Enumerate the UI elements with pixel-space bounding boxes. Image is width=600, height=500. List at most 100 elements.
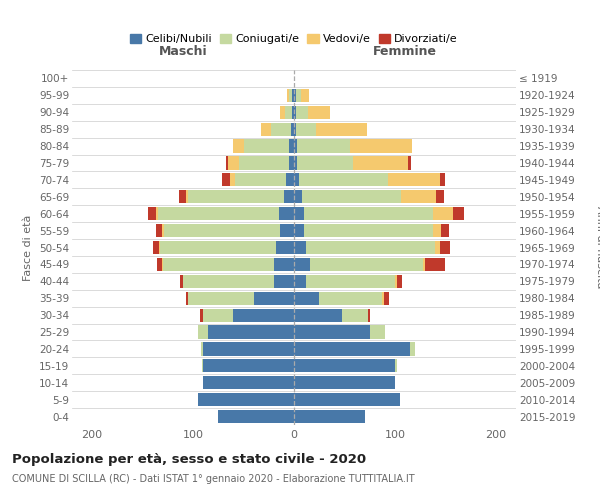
Bar: [433, 207, 454, 220]
Bar: [395, 274, 397, 288]
Bar: [286, 174, 294, 186]
Bar: [279, 207, 294, 220]
Bar: [294, 342, 410, 355]
Bar: [397, 274, 402, 288]
Bar: [294, 140, 297, 152]
Bar: [410, 342, 415, 355]
Bar: [294, 308, 343, 322]
Bar: [188, 292, 254, 305]
Bar: [284, 190, 294, 203]
Bar: [306, 241, 435, 254]
Bar: [179, 190, 186, 203]
Bar: [304, 207, 433, 220]
Bar: [294, 122, 296, 136]
Bar: [294, 258, 310, 271]
Bar: [285, 106, 292, 119]
Bar: [186, 190, 188, 203]
Bar: [280, 106, 285, 119]
Bar: [384, 292, 389, 305]
Bar: [164, 224, 280, 237]
Bar: [436, 190, 445, 203]
Bar: [287, 89, 289, 102]
Bar: [294, 292, 319, 305]
Bar: [229, 156, 239, 170]
Text: Maschi: Maschi: [158, 45, 208, 58]
Bar: [254, 292, 294, 305]
Bar: [274, 258, 294, 271]
Bar: [395, 359, 397, 372]
Bar: [433, 224, 442, 237]
Bar: [233, 140, 244, 152]
Text: Femmine: Femmine: [373, 45, 437, 58]
Bar: [201, 342, 203, 355]
Bar: [299, 174, 388, 186]
Bar: [148, 207, 156, 220]
Bar: [203, 342, 294, 355]
Bar: [440, 241, 451, 254]
Bar: [202, 359, 203, 372]
Bar: [301, 89, 309, 102]
Bar: [297, 156, 353, 170]
Bar: [454, 207, 464, 220]
Bar: [370, 326, 385, 338]
Bar: [203, 359, 294, 372]
Bar: [296, 122, 316, 136]
Bar: [289, 156, 294, 170]
Bar: [160, 241, 276, 254]
Bar: [319, 292, 382, 305]
Bar: [186, 292, 188, 305]
Bar: [218, 410, 294, 423]
Bar: [425, 258, 445, 271]
Bar: [208, 326, 294, 338]
Bar: [296, 106, 308, 119]
Bar: [294, 207, 304, 220]
Y-axis label: Anni di nascita: Anni di nascita: [595, 206, 600, 289]
Bar: [349, 140, 412, 152]
Bar: [294, 190, 302, 203]
Bar: [294, 89, 296, 102]
Bar: [296, 89, 301, 102]
Bar: [162, 224, 164, 237]
Bar: [200, 308, 203, 322]
Bar: [304, 224, 433, 237]
Bar: [316, 122, 367, 136]
Bar: [280, 224, 294, 237]
Bar: [156, 224, 162, 237]
Bar: [188, 190, 284, 203]
Bar: [203, 376, 294, 390]
Bar: [180, 274, 183, 288]
Bar: [294, 376, 395, 390]
Bar: [294, 241, 306, 254]
Bar: [310, 258, 423, 271]
Bar: [291, 122, 294, 136]
Bar: [294, 174, 299, 186]
Bar: [308, 106, 331, 119]
Bar: [297, 140, 349, 152]
Bar: [235, 174, 286, 186]
Bar: [162, 258, 163, 271]
Bar: [183, 274, 274, 288]
Bar: [157, 258, 162, 271]
Bar: [294, 156, 297, 170]
Bar: [294, 326, 370, 338]
Bar: [306, 274, 395, 288]
Bar: [233, 308, 294, 322]
Bar: [353, 156, 408, 170]
Bar: [203, 308, 233, 322]
Bar: [294, 359, 395, 372]
Bar: [292, 106, 294, 119]
Bar: [230, 174, 235, 186]
Bar: [153, 241, 159, 254]
Bar: [294, 393, 400, 406]
Bar: [423, 258, 425, 271]
Bar: [244, 140, 289, 152]
Legend: Celibi/Nubili, Coniugati/e, Vedovi/e, Divorziati/e: Celibi/Nubili, Coniugati/e, Vedovi/e, Di…: [126, 30, 462, 48]
Bar: [276, 241, 294, 254]
Bar: [294, 106, 296, 119]
Bar: [435, 241, 440, 254]
Text: COMUNE DI SCILLA (RC) - Dati ISTAT 1° gennaio 2020 - Elaborazione TUTTITALIA.IT: COMUNE DI SCILLA (RC) - Dati ISTAT 1° ge…: [12, 474, 415, 484]
Bar: [408, 156, 411, 170]
Bar: [159, 241, 160, 254]
Bar: [388, 174, 440, 186]
Bar: [289, 140, 294, 152]
